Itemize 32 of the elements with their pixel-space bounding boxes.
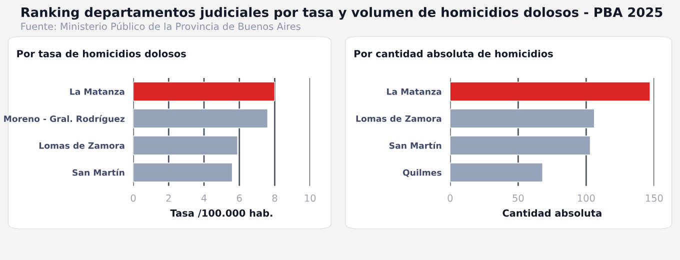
y-tick-label: San Martín bbox=[389, 142, 442, 149]
bar bbox=[450, 162, 543, 182]
bar bbox=[450, 136, 591, 156]
x-tick-label: 150 bbox=[646, 194, 663, 202]
bar bbox=[133, 136, 238, 156]
x-tick-label: 10 bbox=[304, 194, 316, 202]
y-tick-label: Lomas de Zamora bbox=[356, 115, 442, 122]
x-tick-label: 8 bbox=[272, 194, 278, 202]
bar bbox=[133, 162, 233, 182]
x-tick-label: 0 bbox=[448, 194, 453, 202]
text: Ranking departamentos judiciales por tasa y volumen de homicidios dolosos - PBA 2025 bbox=[22, 7, 662, 20]
y-tick-label: San Martín bbox=[72, 168, 124, 176]
y-tick-label: La Matanza bbox=[387, 88, 442, 95]
x-tick-label: 4 bbox=[201, 194, 207, 202]
bar bbox=[450, 108, 595, 128]
x-tick-label: 50 bbox=[512, 194, 524, 202]
bar bbox=[133, 82, 276, 102]
source-note: Fuente: Ministerio Público de la Provincia de Buenos Aires bbox=[21, 22, 300, 30]
chart-title: Por cantidad absoluta de homicidios bbox=[354, 50, 553, 58]
bar bbox=[450, 82, 650, 102]
y-tick-label: Lomas de Zamora bbox=[39, 142, 124, 149]
y-tick-label: La Matanza bbox=[70, 88, 124, 95]
y-tick-label: Quilmes bbox=[402, 169, 442, 177]
x-tick-label: 6 bbox=[236, 194, 242, 202]
y-tick-label: Moreno - Gral. Rodríguez bbox=[4, 115, 125, 124]
x-tick-label: 0 bbox=[130, 194, 136, 202]
x-tick-label: 2 bbox=[166, 194, 171, 202]
bar bbox=[133, 108, 268, 128]
x-axis-title: Cantidad absoluta bbox=[502, 209, 602, 217]
x-tick-label: 100 bbox=[578, 194, 595, 202]
chart-title: Por tasa de homicidios dolosos bbox=[17, 50, 186, 58]
x-axis-title: Tasa /100.000 hab. bbox=[170, 209, 272, 218]
